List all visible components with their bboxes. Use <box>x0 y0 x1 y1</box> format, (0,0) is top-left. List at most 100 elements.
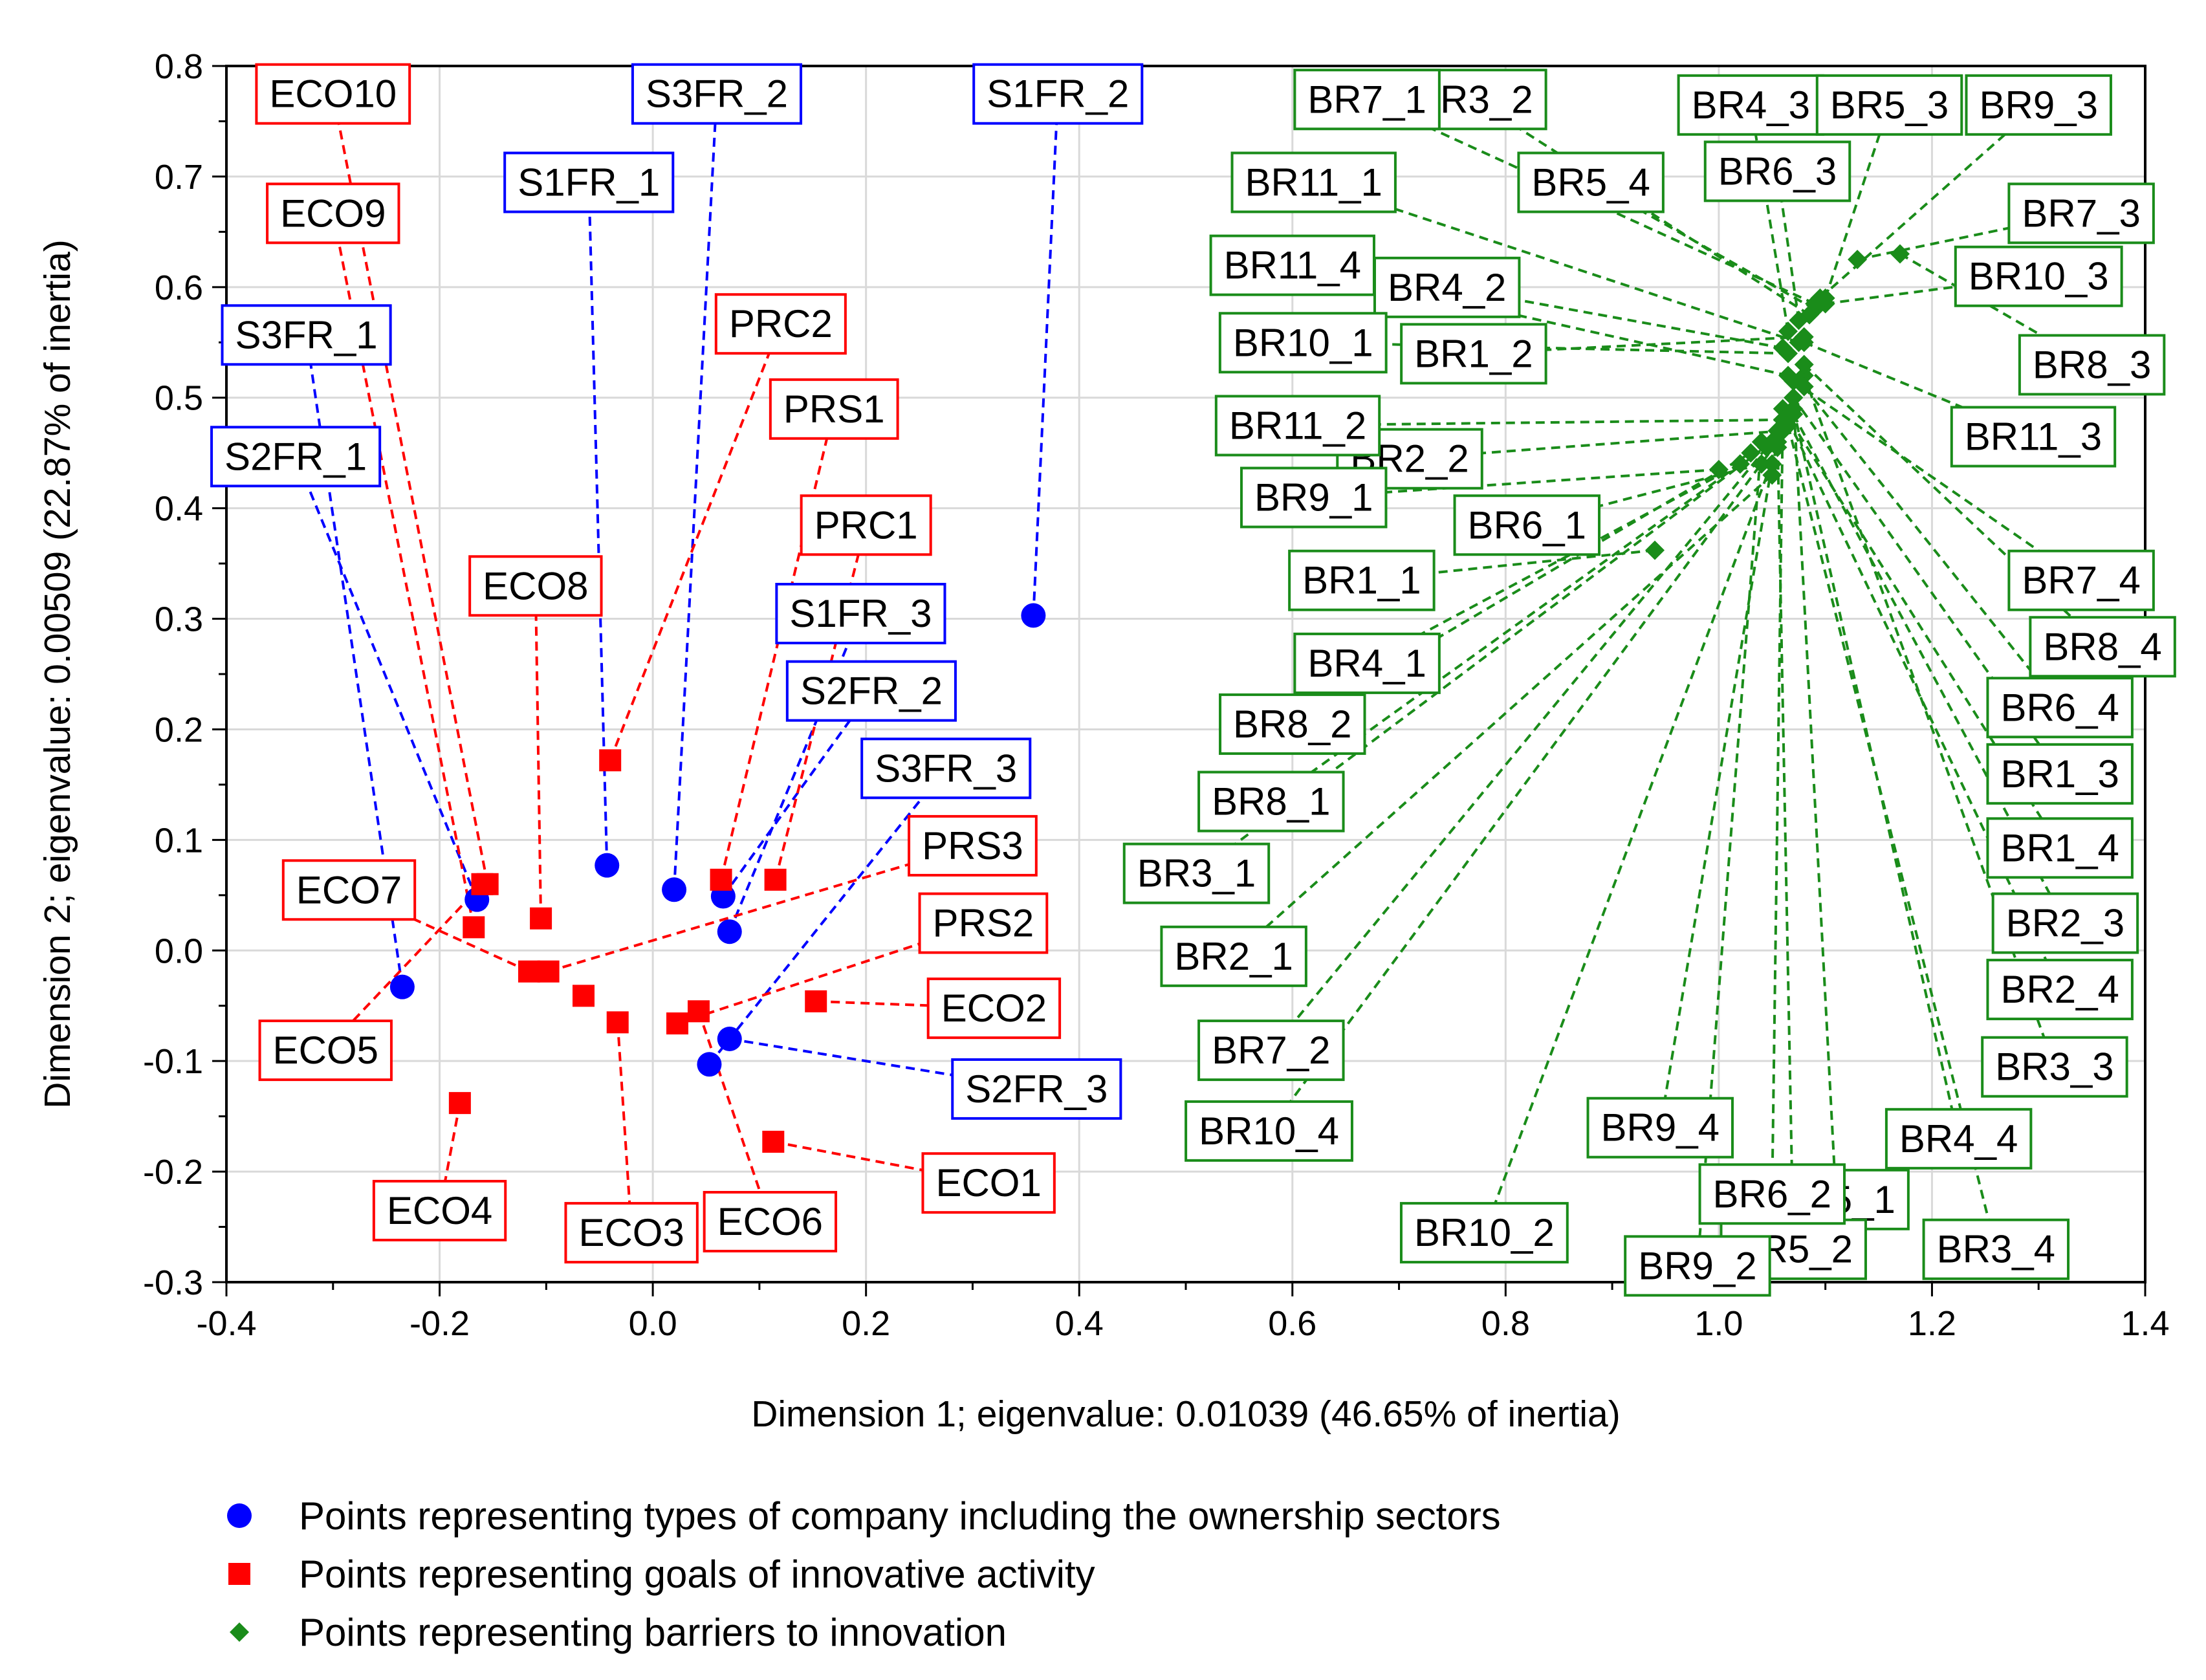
point-br1-1-label-box <box>1288 549 1436 611</box>
point-br10-1-label: BR10_1 <box>1218 312 1388 374</box>
point-s1fr-3-label-box <box>775 583 946 644</box>
point-s3fr-3-label-box <box>860 737 1032 800</box>
point-s1fr-2-label-box <box>972 63 1144 125</box>
x-axis-title: Dimension 1; eigenvalue: 0.01039 (46.65%… <box>751 1393 1621 1435</box>
point-s2fr-1-label: S2FR_1 <box>210 426 382 488</box>
point-prs1-label-box <box>769 378 899 440</box>
point-s3fr-3-marker <box>697 1052 722 1077</box>
point-eco2-marker <box>805 990 827 1012</box>
point-br8-3-marker <box>1890 244 1910 264</box>
point-br6-1-label-text: BR6_1 <box>1468 503 1586 547</box>
point-prs3-label-text: PRS3 <box>922 824 1023 867</box>
point-s3fr-3-label-text: S3FR_3 <box>875 747 1017 790</box>
point-br6-2-label-text: BR6_2 <box>1713 1172 1831 1216</box>
point-prs1-label-text: PRS1 <box>783 387 885 431</box>
point-br6-2-label: BR6_2 <box>1698 1163 1846 1225</box>
point-br3-4-label-text: BR3_4 <box>1937 1228 2055 1271</box>
point-br6-4-label-text: BR6_4 <box>2000 686 2119 729</box>
point-br10-4-marker <box>1767 432 1787 452</box>
point-br10-4-leader <box>1267 441 1779 1132</box>
axis-ticks: -0.4 -0.2 0.0 0.2 0.4 0.6 0.8 1.0 1.2 1.4 -0.3 -0.2… <box>143 47 2170 1343</box>
point-br2-1-label-box <box>1160 925 1307 987</box>
point-br7-1-label-text: BR7_1 <box>1307 78 1426 121</box>
point-br11-3-label-text: BR11_3 <box>1965 415 2102 459</box>
point-br10-3-label-box <box>1954 245 2123 307</box>
point-prs3-label-box <box>908 814 1038 877</box>
point-br11-2-label-text: BR11_2 <box>1229 404 1366 447</box>
point-br4-3-leader <box>1749 104 1789 332</box>
x-tick-label: 0.0 <box>629 1304 677 1343</box>
point-br7-3-label: BR7_3 <box>2007 182 2155 245</box>
point-prc2-label: PRC2 <box>714 293 847 355</box>
legend-company-label: Points representing types of company inc… <box>299 1494 1501 1538</box>
point-prc1-label-box <box>800 494 932 556</box>
x-tick-label: 0.6 <box>1268 1304 1316 1343</box>
point-eco4-label-text: ECO4 <box>387 1189 492 1232</box>
point-br9-1-leader <box>1313 468 1720 499</box>
point-br7-1-label: BR7_1 <box>1293 69 1441 131</box>
point-eco1-label-text: ECO1 <box>935 1161 1041 1205</box>
point-br11-3-label: BR11_3 <box>1950 406 2117 468</box>
y-tick-label: 0.6 <box>155 268 203 307</box>
x-tick-label: -0.4 <box>196 1304 256 1343</box>
point-prs3-marker <box>537 960 560 983</box>
point-eco9-leader <box>331 212 475 928</box>
point-br1-1-label: BR1_1 <box>1288 549 1436 611</box>
point-br2-3-label: BR2_3 <box>1991 892 2139 954</box>
point-s2fr-3-label: S2FR_3 <box>951 1058 1122 1120</box>
point-br7-2-label-box <box>1197 1020 1345 1082</box>
point-eco6-marker <box>687 1000 710 1023</box>
point-br7-4-label: BR7_4 <box>2007 549 2155 611</box>
point-eco6-label-text: ECO6 <box>717 1200 823 1243</box>
point-br5-3-label: BR5_3 <box>1815 74 1963 136</box>
point-br11-4-marker <box>1778 365 1798 386</box>
point-br8-4-label: BR8_4 <box>2029 616 2176 678</box>
point-br1-4-label-text: BR1_4 <box>2000 826 2119 869</box>
point-br5-4-label: BR5_4 <box>1517 151 1665 213</box>
point-s1fr-1-label-text: S1FR_1 <box>518 160 660 204</box>
point-br2-1-label-text: BR2_1 <box>1174 935 1293 978</box>
point-br3-3-label: BR3_3 <box>1981 1036 2128 1098</box>
x-tick-label: 1.0 <box>1694 1304 1743 1343</box>
point-br7-3-label-box <box>2007 182 2155 245</box>
point-goal-point-marker <box>573 985 595 1007</box>
point-eco9-label-text: ECO9 <box>280 191 386 235</box>
point-br3-1-label: BR3_1 <box>1122 842 1271 904</box>
point-br5-1-marker <box>1784 387 1804 408</box>
point-eco3-label: ECO3 <box>564 1202 699 1264</box>
point-eco7-label-box <box>281 859 417 921</box>
point-eco5-label-text: ECO5 <box>273 1029 378 1072</box>
point-prs1-marker <box>710 868 732 891</box>
point-br8-2-label: BR8_2 <box>1219 693 1366 755</box>
point-br11-3-leader <box>1803 341 2034 438</box>
point-eco7-marker <box>518 960 540 983</box>
point-br5-1-leader <box>1792 397 1838 1199</box>
legend-barriers-label: Points representing barriers to innovati… <box>299 1611 1007 1654</box>
point-br8-1-label-text: BR8_1 <box>1212 780 1330 824</box>
point-br7-2-label: BR7_2 <box>1197 1020 1345 1082</box>
point-eco9-label: ECO9 <box>266 182 400 245</box>
y-tick-label: -0.3 <box>143 1263 203 1302</box>
point-br6-3-label: BR6_3 <box>1703 140 1851 202</box>
point-br9-2-label-text: BR9_2 <box>1638 1244 1756 1287</box>
point-br9-3-label-box <box>1965 74 2112 136</box>
point-s1fr-1-marker <box>595 853 620 878</box>
point-s2fr-1-leader <box>294 455 479 900</box>
point-s1fr-3-label-text: S1FR_3 <box>789 592 932 635</box>
point-eco7-label-text: ECO7 <box>296 868 402 911</box>
point-br4-1-label: BR4_1 <box>1293 632 1441 694</box>
point-br5-2-leader <box>1776 430 1795 1249</box>
point-s2fr-2-leader <box>722 690 873 897</box>
point-br7-1-label-box <box>1293 69 1441 131</box>
point-br3-4-label-box <box>1922 1218 2070 1280</box>
point-br10-3-marker <box>1815 294 1835 314</box>
point-prc2-leader <box>609 323 782 761</box>
point-prc2-label-box <box>714 293 847 355</box>
point-s1fr-2-leader <box>1032 93 1060 616</box>
y-axis-title: Dimension 2; eigenvalue: 0.00509 (22.87%… <box>37 239 78 1109</box>
point-br8-4-leader <box>1803 364 2104 648</box>
point-br11-1-label-box <box>1230 151 1397 213</box>
point-eco10-label-text: ECO10 <box>269 72 397 116</box>
y-tick-label: 0.7 <box>155 158 203 197</box>
y-tick-label: 0.1 <box>155 821 203 860</box>
